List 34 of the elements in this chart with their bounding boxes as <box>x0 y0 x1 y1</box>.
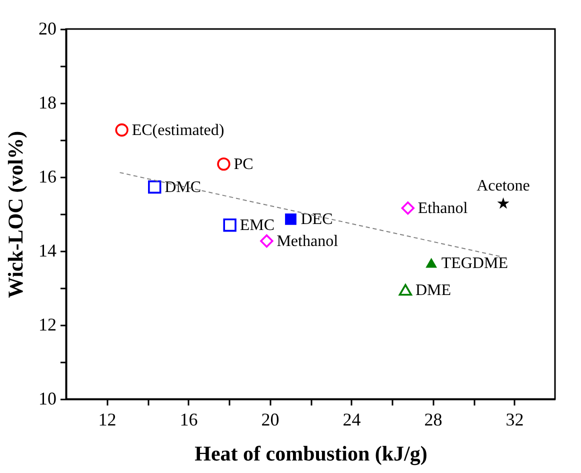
point <box>426 258 438 268</box>
y-tick-label: 20 <box>38 18 56 38</box>
series-label: DME <box>415 282 452 299</box>
x-tick-label: 12 <box>98 410 116 430</box>
point <box>217 157 230 171</box>
y-axis-title: Wick-LOC (vol%) <box>4 130 28 298</box>
point <box>285 213 296 225</box>
point <box>401 201 414 215</box>
series-label: PC <box>234 156 254 174</box>
x-tick-label: 24 <box>342 410 361 430</box>
y-tick-label: 16 <box>38 166 56 186</box>
y-tick-label: 18 <box>38 92 56 112</box>
point <box>115 123 128 137</box>
x-tick-label: 28 <box>424 410 442 430</box>
x-tick-label: 16 <box>180 410 198 430</box>
y-tick-label: 14 <box>38 240 56 260</box>
series-label: DMC <box>164 178 202 196</box>
point <box>260 234 274 248</box>
series-label: Methanol <box>276 233 339 250</box>
point <box>398 284 412 296</box>
point <box>148 180 162 194</box>
x-tick-label: 32 <box>506 410 524 430</box>
series-label: Acetone <box>476 178 530 195</box>
series-label: DEC <box>300 211 333 228</box>
series-label: EC(estimated) <box>132 122 224 140</box>
series-label: Ethanol <box>418 200 468 218</box>
point <box>497 197 510 209</box>
y-tick-label: 12 <box>38 314 56 334</box>
point <box>223 218 236 232</box>
y-tick-label: 10 <box>38 388 56 408</box>
x-axis-title: Heat of combustion (kJ/g) <box>194 442 428 466</box>
series-label: EMC <box>240 217 274 234</box>
series-label: TEGDME <box>441 254 508 272</box>
x-tick-label: 20 <box>261 410 280 430</box>
